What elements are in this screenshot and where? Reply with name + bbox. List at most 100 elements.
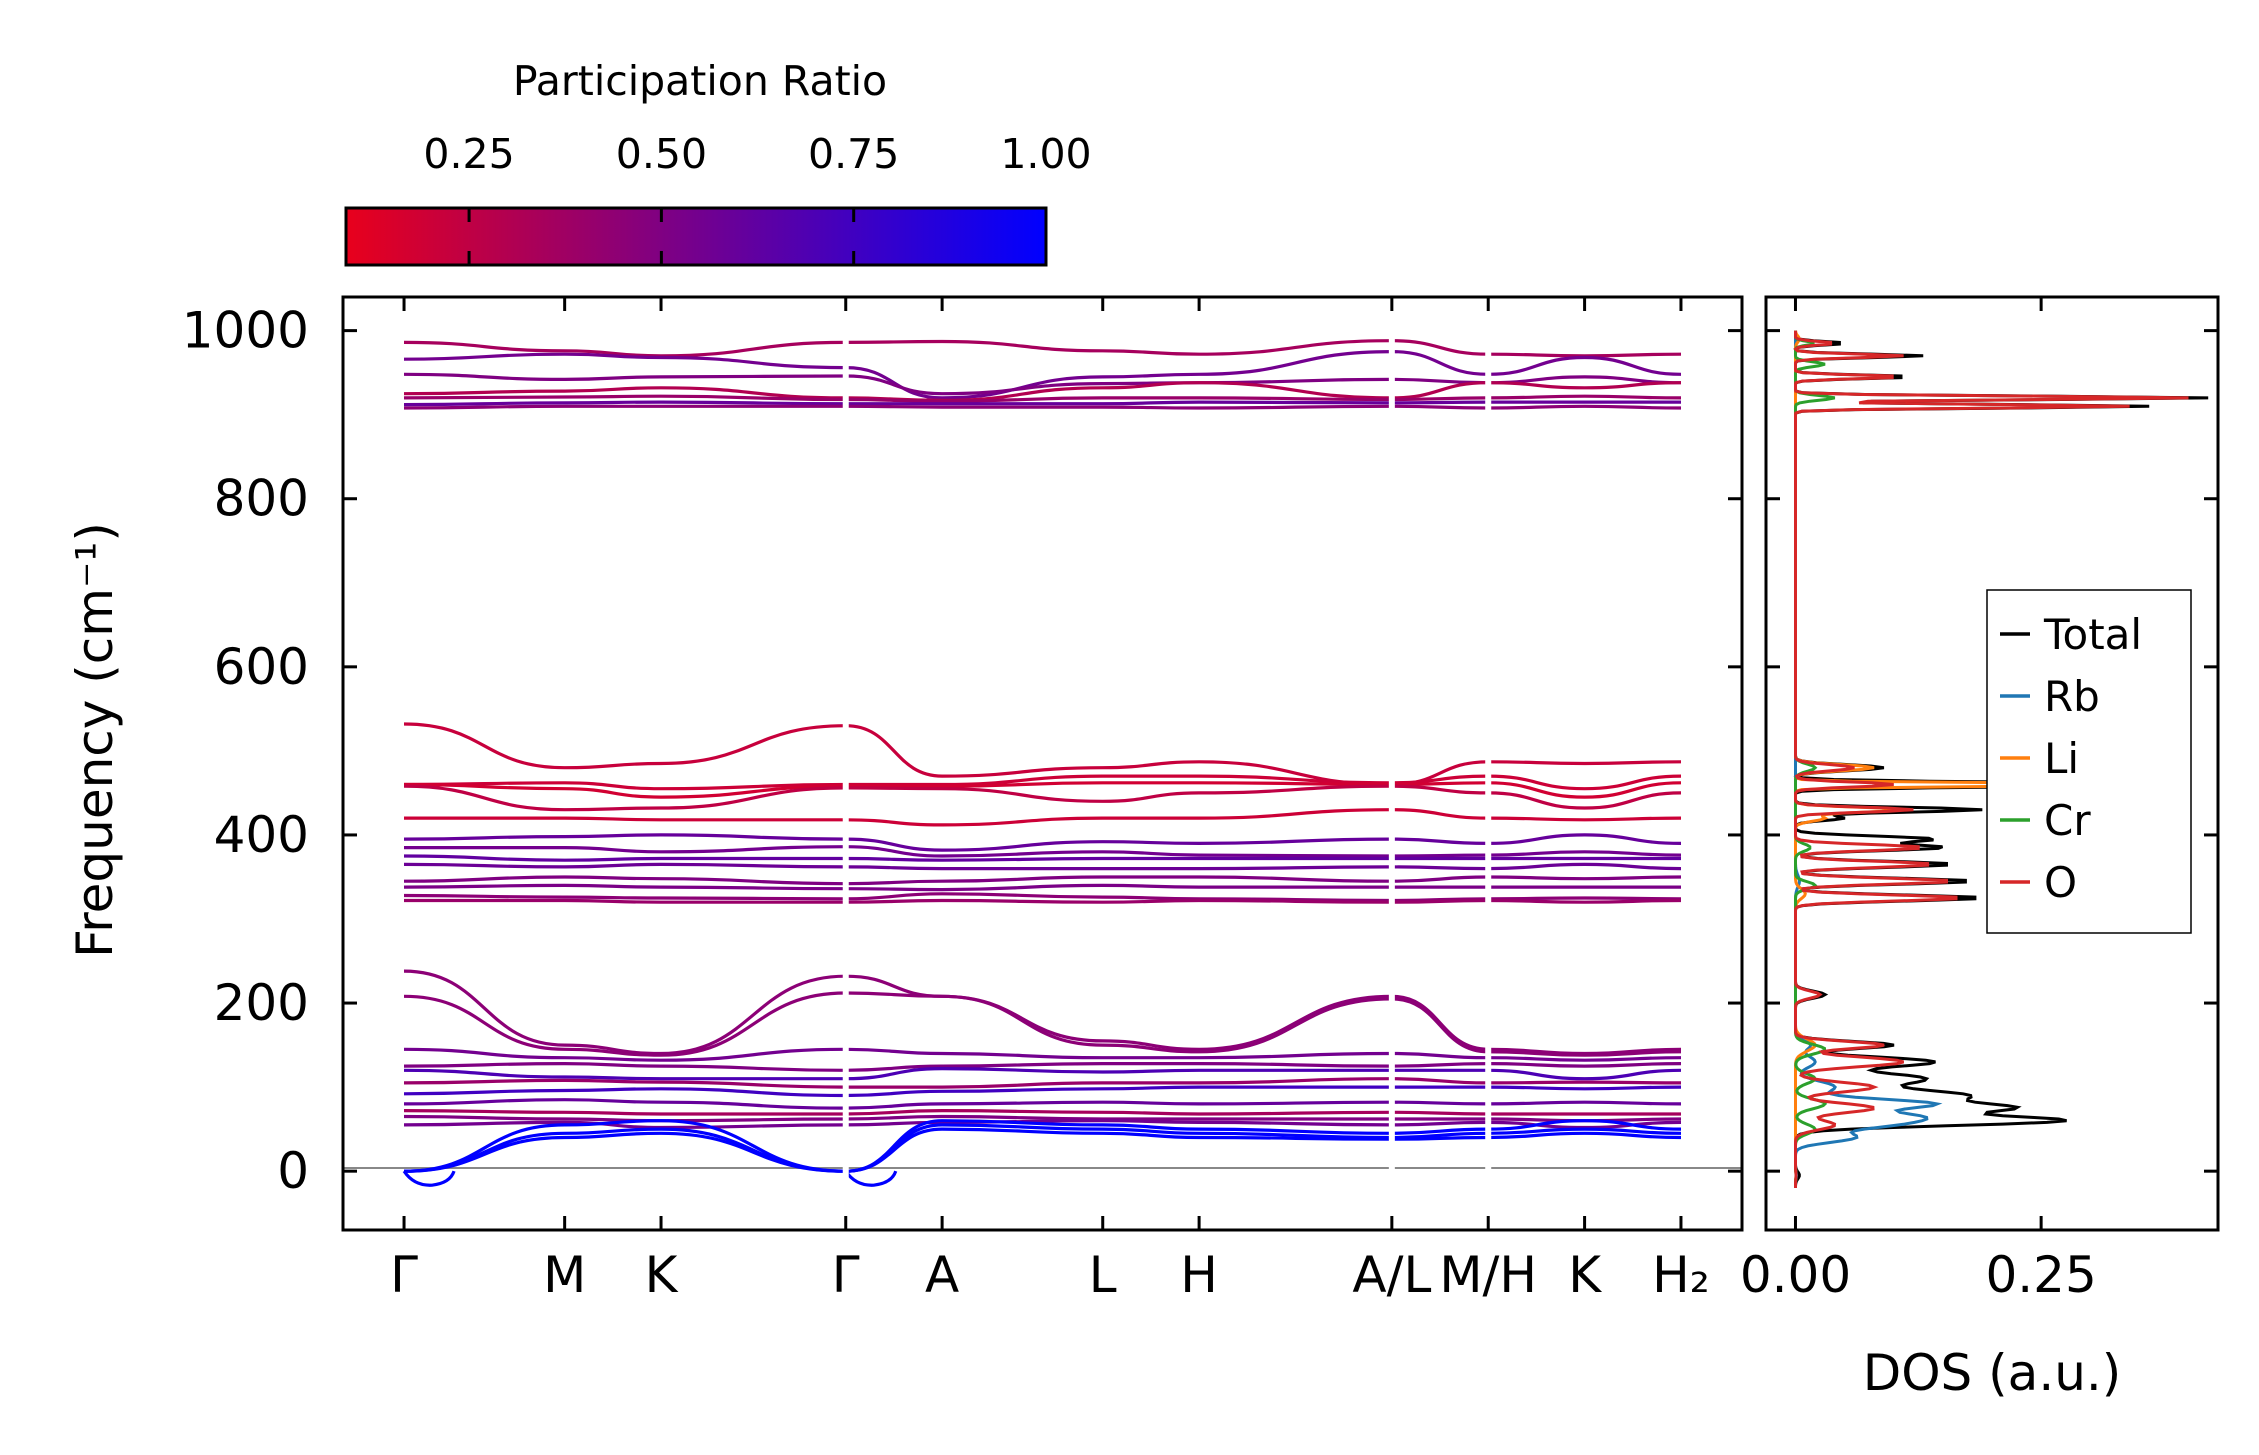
band-line [403,833,1392,852]
band-line [1391,1061,1682,1068]
dos-x-axis-label: DOS (a.u.) [1863,1344,2122,1402]
band-line [1391,994,1682,1056]
segment-break [1388,299,1395,1228]
band-line [403,875,1392,886]
x-axis-ticks: Γ M K Γ A L H A/L M/H K H₂ [390,297,1710,1304]
band-line [403,862,1392,871]
colorbar-tick-label: 0.50 [616,130,707,178]
segment-break [842,299,849,1228]
x-tick-label: A [925,1246,959,1304]
y-tick-label: 1000 [182,302,309,360]
band-line [1391,760,1682,787]
band-line [1391,850,1682,858]
legend: Total Rb Li Cr O [1986,589,2192,934]
band-line [1391,350,1682,376]
band-line [403,892,1392,903]
x-tick-label: K [1568,1246,1602,1304]
band-line [1391,1127,1682,1140]
acoustic-dip [844,1170,898,1187]
band-line [1391,1051,1682,1062]
band-line [1391,1110,1681,1116]
band-line [403,1114,1392,1123]
dos-line-o [1793,330,2189,1188]
band-line [1391,394,1682,402]
legend-label: Rb [2044,672,2100,721]
colorbar-gradient [344,206,1048,267]
y-tick-label: 400 [214,806,309,864]
band-line [404,898,1392,904]
band-line [1391,1117,1682,1123]
segment-breaks [842,299,1492,1228]
y-tick-label: 800 [214,470,309,528]
band-line [1391,381,1682,400]
dos-x-ticks: 0.00 0.25 [1740,297,2097,1304]
band-line [403,991,1392,1057]
band-line [1391,339,1682,358]
band-line [403,1061,1392,1072]
band-line [404,845,1392,858]
x-tick-label: M/H [1439,1246,1537,1304]
band-line [403,1066,1392,1081]
y-tick-label: 0 [277,1142,309,1200]
band-line [403,400,1392,407]
legend-label: O [2044,858,2077,907]
band-axes-frame [341,295,1744,1232]
legend-label: Li [2044,734,2079,783]
x-tick-label: A/L [1352,1246,1431,1304]
dos-x-tick-label: 0.00 [1740,1246,1851,1304]
band-line [1391,375,1682,385]
colorbar-tick-label: 0.75 [808,130,899,178]
band-line [403,969,1392,1056]
band-line [403,404,1392,410]
colorbar-tick-label: 0.25 [423,130,514,178]
band-line [404,808,1392,827]
band-line [403,1047,1392,1062]
band-line [403,1119,1392,1130]
band-line [403,1127,1392,1173]
band-line [403,1098,1392,1110]
band-line [1391,784,1682,810]
x-tick-label: Γ [390,1246,418,1304]
band-line [403,781,1392,799]
y-axis-ticks: 0 200 400 600 800 1000 [182,302,1742,1200]
band-line [1391,1068,1682,1081]
band-line [1391,875,1682,883]
band-line [403,774,1392,791]
y-tick-label: 600 [214,638,309,696]
x-tick-label: M [543,1246,586,1304]
band-line [1391,1085,1682,1091]
band-lines [402,339,1682,1187]
band-line [1391,1077,1682,1085]
x-tick-label: L [1089,1246,1117,1304]
band-line [1391,898,1682,904]
colorbar-ticks: 0.25 0.50 0.75 1.00 [423,130,1092,265]
band-line [403,883,1392,892]
band-line [403,1077,1392,1089]
legend-label: Cr [2044,796,2091,845]
band-line [1391,833,1682,846]
acoustic-dip [402,1170,456,1187]
band-line [403,784,1392,812]
band-line [1391,1100,1682,1106]
legend-items: Total Rb Li Cr O [2000,610,2142,907]
band-structure-panel: 0 200 400 600 800 1000 Γ M K Γ A L H A/L M/H K H₂ Frequ… [66,295,1744,1304]
dos-axes-frame [1764,295,2220,1232]
band-line [403,722,1392,787]
band-line [403,394,1392,403]
band-line [1391,896,1682,903]
legend-label: Total [2043,610,2142,659]
band-line [403,854,1392,862]
band-line [1391,404,1682,410]
band-line [1391,1131,1682,1141]
colorbar-tick-label: 1.00 [1000,130,1091,178]
dos-panel: 0.00 0.25 DOS (a.u.) Total Rb Li Cr O [1740,295,2220,1402]
band-line [403,1108,1392,1116]
colorbar-title: Participation Ratio [513,57,887,105]
band-line [1391,997,1682,1057]
band-line [403,1085,1392,1098]
y-tick-label: 200 [214,974,309,1032]
band-line [1391,774,1682,791]
segment-break [1485,299,1492,1228]
dos-lines [1793,330,2209,1188]
